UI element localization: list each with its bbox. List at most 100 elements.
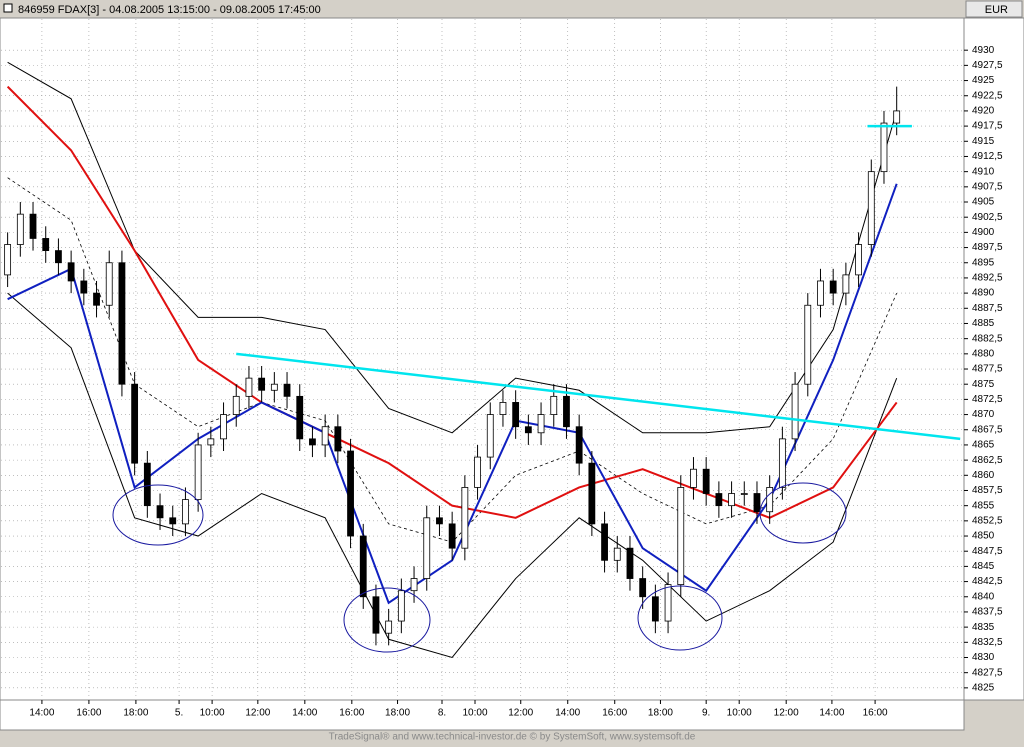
x-tick-label: 10:00 [727, 708, 752, 719]
candle-body [601, 523, 608, 561]
candle-body [93, 292, 100, 306]
candle-body [321, 426, 329, 446]
y-tick-label: 4930 [972, 45, 995, 56]
y-tick-label: 4870 [972, 409, 995, 420]
candle-body [766, 487, 774, 513]
y-tick-label: 4900 [972, 227, 995, 238]
candle-body [385, 620, 393, 634]
y-tick-label: 4840 [972, 591, 995, 602]
indicator-line [7, 61, 898, 434]
y-tick-label: 4887,5 [972, 303, 1003, 314]
candle-body [270, 383, 278, 391]
indicator-line [6, 85, 898, 519]
candle-body [448, 523, 456, 549]
circle [343, 587, 431, 653]
candle-body [410, 578, 418, 592]
candle-body [16, 213, 24, 245]
y-tick-label: 4825 [972, 682, 995, 693]
x-tick-label: 14:00 [292, 708, 317, 719]
candle-body [42, 238, 50, 251]
currency-box [965, 0, 1023, 18]
candle-body [309, 438, 316, 446]
x-tick-label: 18:00 [648, 708, 673, 719]
candle-body [842, 274, 850, 294]
y-tick-label: 4837,5 [972, 607, 1003, 618]
x-tick-label: 12:00 [508, 708, 533, 719]
candle-body [372, 596, 380, 634]
y-tick-label: 4850 [972, 531, 995, 542]
candle-body [563, 395, 570, 428]
candle-body [29, 213, 37, 239]
x-tick-label: 8. [438, 708, 446, 719]
candle-body [740, 493, 748, 495]
candle-body [423, 517, 431, 579]
y-tick-label: 4872,5 [972, 394, 1003, 405]
candle-body [639, 578, 647, 598]
candle-body [474, 456, 481, 488]
circle [637, 585, 723, 651]
candle-body [131, 383, 139, 464]
y-tick-label: 4912,5 [972, 151, 1003, 162]
candle-body [867, 171, 875, 245]
trend-line [236, 352, 961, 441]
candle-body [80, 280, 88, 294]
y-tick-label: 4917,5 [972, 121, 1003, 132]
y-tick-label: 4880 [972, 348, 995, 359]
candle-body [258, 377, 266, 391]
x-tick-label: 18:00 [123, 708, 148, 719]
x-tick-label: 12:00 [774, 708, 799, 719]
y-tick-label: 4875 [972, 379, 995, 390]
candle-body [791, 383, 799, 440]
y-axis-panel [963, 17, 1024, 701]
candle-body [512, 402, 520, 428]
candle-body [4, 244, 12, 276]
candle-body [283, 383, 291, 397]
candle-body [207, 438, 215, 446]
y-tick-label: 4907,5 [972, 181, 1003, 192]
candle-body [728, 493, 735, 507]
x-tick-label: 14:00 [819, 708, 844, 719]
y-tick-label: 4905 [972, 197, 995, 208]
x-tick-label: 16:00 [339, 708, 364, 719]
y-tick-label: 4827,5 [972, 667, 1003, 678]
indicator-line [7, 292, 898, 659]
y-tick-label: 4927,5 [972, 60, 1003, 71]
footer: TradeSignal® and www.technical-investor.… [329, 732, 696, 742]
candle-body [105, 262, 113, 306]
title-bar [0, 0, 964, 18]
x-tick-label: 12:00 [245, 708, 270, 719]
y-tick-label: 4832,5 [972, 637, 1003, 648]
candle-body [753, 493, 761, 513]
candle-body [702, 468, 710, 494]
y-tick-label: 4885 [972, 318, 995, 329]
candle-body [651, 596, 659, 622]
y-tick-label: 4862,5 [972, 455, 1003, 466]
x-tick-label: 14:00 [555, 708, 580, 719]
y-tick-label: 4922,5 [972, 90, 1003, 101]
y-tick-label: 4902,5 [972, 212, 1003, 223]
candle-body [778, 438, 786, 488]
candle-body [67, 262, 75, 282]
x-tick-label: 16:00 [863, 708, 888, 719]
y-tick-label: 4845 [972, 561, 995, 572]
x-tick-label: 16:00 [602, 708, 627, 719]
candle-body [690, 468, 697, 488]
candle-body [613, 547, 621, 561]
x-tick-label: 14:00 [29, 708, 54, 719]
candle-body [664, 584, 672, 622]
plot-area [0, 17, 965, 701]
y-tick-label: 4855 [972, 500, 995, 511]
candle-body [575, 426, 583, 464]
candle-body [296, 395, 304, 440]
candle-body [537, 414, 545, 434]
x-tick-label: 9. [702, 708, 710, 719]
candle-body [156, 505, 164, 519]
x-tick-label: 10:00 [200, 708, 225, 719]
candle-body [804, 304, 812, 385]
y-tick-label: 4847,5 [972, 546, 1003, 557]
title-icon [3, 3, 13, 13]
y-tick-label: 4892,5 [972, 273, 1003, 284]
candle-body [194, 444, 202, 500]
y-tick-label: 4915 [972, 136, 995, 147]
candle-body [220, 414, 227, 440]
